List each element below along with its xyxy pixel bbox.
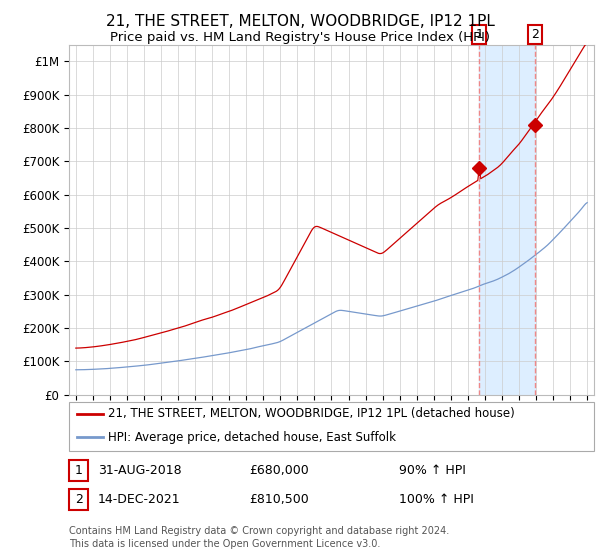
Text: 31-AUG-2018: 31-AUG-2018 [98,464,181,477]
FancyBboxPatch shape [69,489,88,510]
Text: HPI: Average price, detached house, East Suffolk: HPI: Average price, detached house, East… [109,431,397,444]
Text: 1: 1 [475,27,483,41]
Text: 21, THE STREET, MELTON, WOODBRIDGE, IP12 1PL (detached house): 21, THE STREET, MELTON, WOODBRIDGE, IP12… [109,407,515,421]
Text: 2: 2 [74,493,83,506]
Bar [479,45,535,395]
Text: £680,000: £680,000 [249,464,309,477]
Text: 1: 1 [74,464,83,477]
Text: £810,500: £810,500 [249,493,309,506]
Text: Contains HM Land Registry data © Crown copyright and database right 2024.: Contains HM Land Registry data © Crown c… [69,526,449,536]
Text: This data is licensed under the Open Government Licence v3.0.: This data is licensed under the Open Gov… [69,539,380,549]
Text: Price paid vs. HM Land Registry's House Price Index (HPI): Price paid vs. HM Land Registry's House … [110,31,490,44]
Text: 14-DEC-2021: 14-DEC-2021 [98,493,181,506]
Text: 2: 2 [532,27,539,41]
FancyBboxPatch shape [69,402,594,451]
FancyBboxPatch shape [69,460,88,481]
Text: 21, THE STREET, MELTON, WOODBRIDGE, IP12 1PL: 21, THE STREET, MELTON, WOODBRIDGE, IP12… [106,14,494,29]
Text: 100% ↑ HPI: 100% ↑ HPI [399,493,474,506]
Text: 90% ↑ HPI: 90% ↑ HPI [399,464,466,477]
